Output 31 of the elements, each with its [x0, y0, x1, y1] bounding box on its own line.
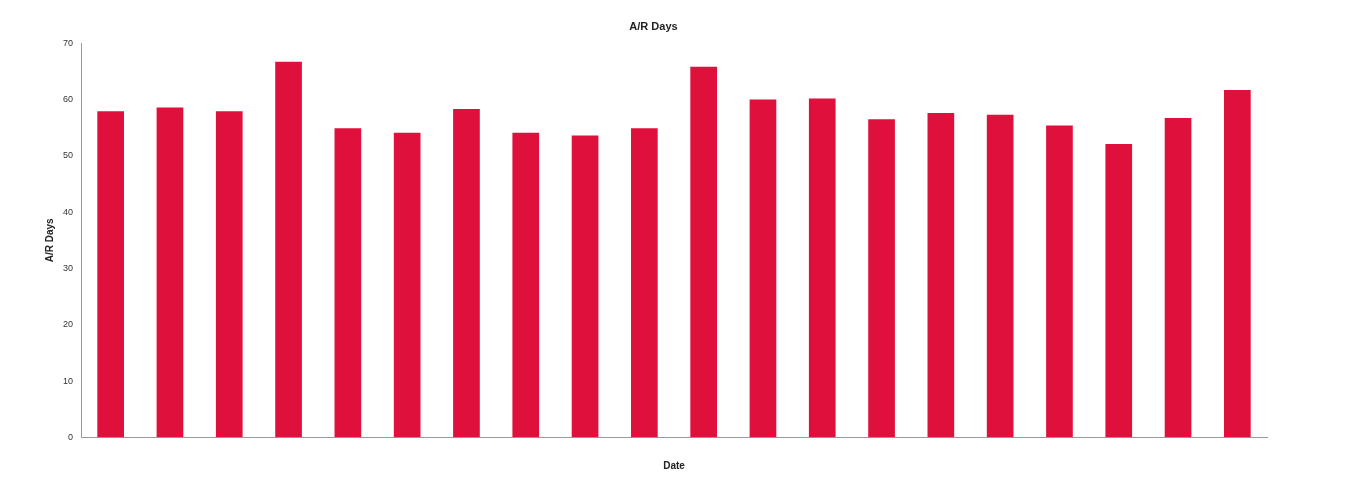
- chart-title: A/R Days: [629, 19, 678, 32]
- y-tick-label: 70: [63, 37, 74, 48]
- bar: [690, 66, 717, 438]
- bar: [156, 107, 184, 438]
- y-tick-label: 0: [68, 431, 74, 442]
- bar: [1224, 89, 1251, 438]
- bar: [868, 119, 895, 438]
- y-tick-label: 50: [63, 150, 74, 161]
- bar: [808, 98, 836, 438]
- bar: [334, 128, 362, 438]
- bar: [275, 61, 302, 438]
- bar: [927, 113, 955, 438]
- y-axis-title: A/R Days: [43, 217, 55, 263]
- bar: [631, 128, 658, 438]
- y-tick-label: 20: [63, 319, 74, 330]
- x-axis-title: Date: [663, 459, 686, 471]
- bar: [571, 135, 599, 438]
- bar: [1164, 118, 1192, 438]
- bar: [1105, 143, 1133, 438]
- y-tick-label: 30: [63, 262, 74, 273]
- bar: [453, 109, 480, 438]
- bar: [97, 111, 124, 438]
- y-tick-label: 10: [63, 375, 74, 386]
- y-tick-label: 60: [63, 93, 74, 104]
- bar: [512, 132, 540, 438]
- bar: [1046, 125, 1073, 438]
- y-tick-label: 40: [63, 206, 74, 217]
- bar: [215, 111, 243, 438]
- bar: [749, 99, 777, 438]
- bar: [986, 114, 1014, 438]
- bar: [393, 132, 421, 438]
